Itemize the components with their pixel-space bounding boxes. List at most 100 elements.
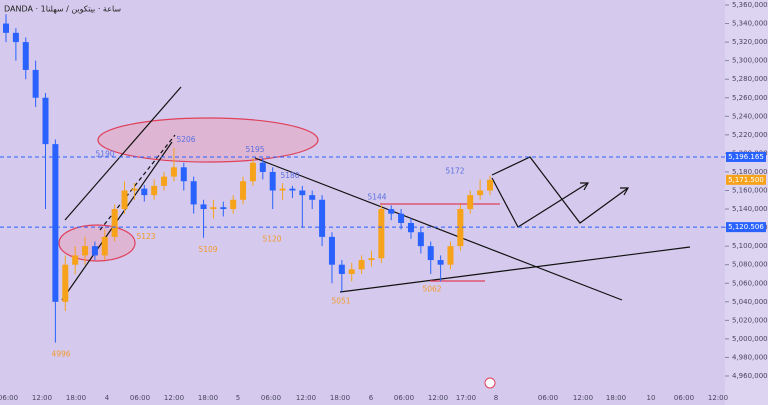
y-tick-label: 5,300,000 (732, 57, 768, 65)
y-tick-label: 5,240,000 (732, 112, 768, 120)
candle-body (388, 209, 395, 214)
price-axis-bg (725, 0, 768, 405)
arrow-head (620, 187, 630, 196)
candle-body (170, 167, 177, 177)
price-tag-label: 5,120.506 (728, 223, 764, 231)
candle-body (131, 188, 138, 191)
x-tick-label: 06:00 (674, 394, 694, 402)
drawings (58, 86, 691, 301)
candle-body (259, 162, 266, 172)
candle-body (368, 258, 375, 261)
price-tag-label: 5,171.500 (728, 176, 764, 184)
candle-body (358, 260, 365, 270)
candle-body (230, 199, 237, 210)
annotation: 5109 (198, 245, 217, 254)
candle-body (3, 23, 9, 33)
candle-body (457, 209, 464, 247)
projection (491, 156, 629, 224)
annotation: 5195 (245, 145, 264, 154)
y-tick-label: 5,060,000 (732, 279, 768, 287)
candle-body (141, 188, 148, 196)
candle-body (82, 246, 89, 256)
candle-body (319, 199, 326, 237)
candle-body (398, 213, 405, 223)
candle-body (52, 144, 59, 302)
candle-body (42, 97, 49, 145)
price-tag (726, 174, 766, 185)
x-tick-label: 18:00 (66, 394, 86, 402)
candle-body (210, 207, 217, 210)
candle-body (338, 264, 345, 274)
y-tick-label: 4,980,000 (732, 353, 768, 361)
candle-body (427, 246, 434, 261)
x-tick-label: 18:00 (198, 394, 218, 402)
annotation: 5180 (280, 171, 299, 180)
y-tick-label: 5,260,000 (732, 94, 768, 102)
candle-body (309, 195, 316, 200)
candle-body (328, 236, 335, 265)
candle-body (180, 167, 187, 182)
x-tick-label: 06:00 (538, 394, 558, 402)
arrow-head (580, 182, 590, 191)
annotation: 4996 (51, 350, 70, 359)
candle-body (111, 209, 118, 237)
candle-body (91, 246, 98, 256)
candle-body (200, 204, 207, 210)
price-tag (726, 151, 766, 162)
y-tick-label: 5,340,000 (732, 20, 768, 28)
annotation: 5206 (176, 135, 195, 144)
candle-body (289, 188, 296, 191)
candle-body (22, 42, 29, 70)
candle-body (279, 188, 286, 191)
candle-body (62, 264, 69, 302)
y-tick-label: 4,960,000 (732, 372, 768, 380)
highlight-ellipse (97, 117, 319, 163)
y-tick-label: 5,280,000 (732, 75, 768, 83)
trend-line (254, 157, 623, 301)
y-tick-label: 5,160,000 (732, 187, 768, 195)
event-icon[interactable] (484, 377, 496, 389)
y-tick-label: 5,180,000 (732, 168, 768, 176)
candle-body (487, 179, 493, 191)
trend-line (339, 246, 691, 293)
y-tick-label: 5,080,000 (732, 261, 768, 269)
candle-body (378, 209, 385, 259)
y-tick-label: 5,140,000 (732, 205, 768, 213)
x-tick-label: 06:00 (0, 394, 18, 402)
candle-body (299, 190, 306, 196)
candle-body (467, 195, 474, 210)
x-tick-label: 6 (369, 394, 374, 402)
channel-mid (99, 134, 176, 231)
candle-body (477, 190, 484, 196)
y-tick-label: 5,220,000 (732, 131, 768, 139)
y-tick-label: 5,020,000 (732, 316, 768, 324)
candle-body (220, 207, 227, 210)
x-tick-label: 12:00 (296, 394, 316, 402)
x-tick-label: 06:00 (130, 394, 150, 402)
x-tick-label: 06:00 (261, 394, 281, 402)
price-tag (726, 222, 766, 233)
candle-body (348, 269, 355, 274)
candle-body (447, 246, 454, 265)
candle-body (407, 222, 414, 233)
x-tick-label: 12:00 (164, 394, 184, 402)
y-tick-label: 5,040,000 (732, 298, 768, 306)
annotation: 5123 (136, 232, 155, 241)
x-tick-label: 12:00 (573, 394, 593, 402)
annotation: 5144 (367, 192, 386, 201)
x-tick-label: 8 (494, 394, 498, 402)
candle-body (101, 236, 108, 256)
x-tick-label: 4 (105, 394, 110, 402)
projection (491, 177, 589, 228)
candle-body (249, 162, 256, 182)
candle-body (437, 260, 444, 265)
x-tick-label: 06:00 (394, 394, 414, 402)
candle-body (121, 190, 128, 210)
highlight-ellipse (58, 224, 136, 262)
candle-body (72, 255, 79, 265)
candle-body (12, 32, 19, 43)
x-tick-label: 17:00 (456, 394, 476, 402)
candle-body (417, 232, 424, 247)
price-tag-label: 5,196.165 (728, 153, 764, 161)
